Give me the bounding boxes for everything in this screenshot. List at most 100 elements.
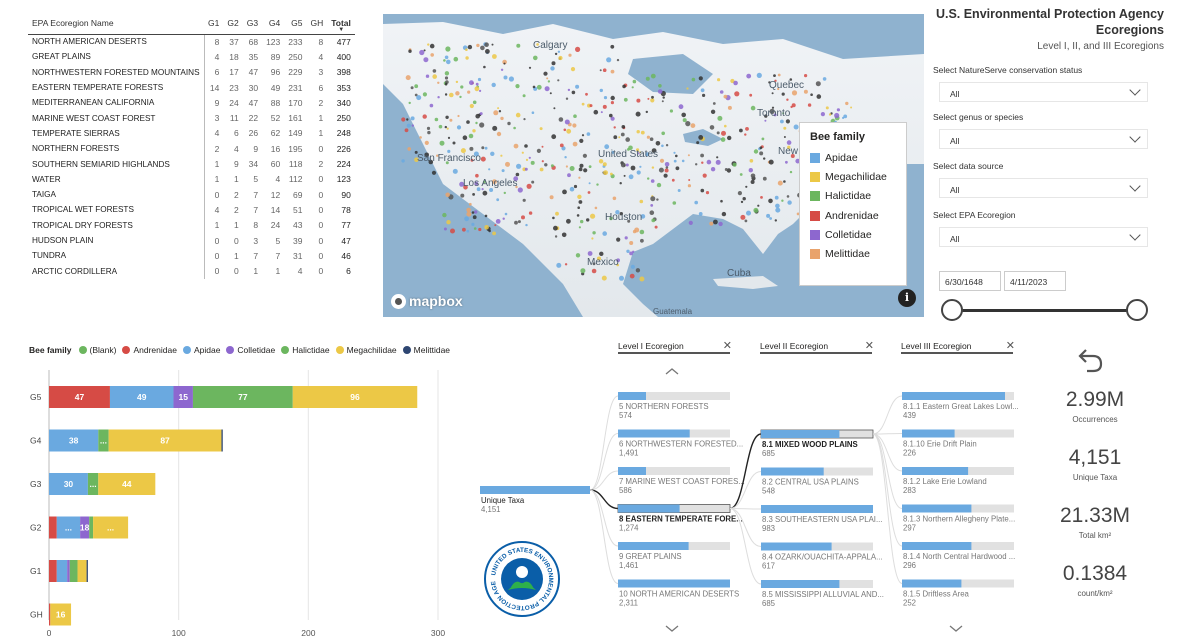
level2-node-bar[interactable] (761, 430, 840, 438)
level3-node-bar[interactable] (902, 542, 972, 550)
legend-item[interactable]: Andrenidae (122, 345, 177, 355)
bar-segment[interactable] (56, 516, 81, 539)
legend-item[interactable]: Melittidae (402, 345, 450, 355)
level1-node-bar[interactable] (618, 429, 690, 438)
map-legend-item[interactable]: Colletidae (810, 225, 896, 244)
bar-segment[interactable] (86, 560, 88, 582)
date-slider-end-handle[interactable] (1126, 299, 1148, 321)
date-end-input[interactable]: 4/11/2023 (1004, 271, 1066, 291)
filter-dropdown[interactable]: All (939, 82, 1148, 102)
level1-node-bar-bg[interactable] (618, 467, 730, 475)
level3-node-bar[interactable] (902, 392, 1005, 400)
table-row[interactable]: WATER 1 1 5 4 112 0 123 (28, 171, 355, 187)
bar-segment[interactable] (108, 429, 222, 452)
map-legend-item[interactable]: Melittidae (810, 244, 896, 263)
level2-node-bar[interactable] (761, 580, 840, 588)
col-header-g1[interactable]: G1 (204, 12, 224, 35)
level1-node-bar[interactable] (618, 504, 680, 513)
bar-segment[interactable] (87, 473, 99, 495)
legend-item[interactable]: (Blank) (78, 345, 116, 355)
col-header-name[interactable]: EPA Ecoregion Name (28, 12, 205, 35)
level3-node-bar[interactable] (902, 504, 972, 513)
bar-segment[interactable] (49, 386, 110, 408)
bar-segment[interactable] (93, 516, 129, 539)
legend-item[interactable]: Apidae (182, 345, 220, 355)
table-row[interactable]: ARCTIC CORDILLERA 0 0 1 1 4 0 6 (28, 263, 355, 279)
map-legend-item[interactable]: Andrenidae (810, 206, 896, 225)
table-row[interactable]: TAIGA 0 2 7 12 69 0 90 (28, 186, 355, 203)
scroll-up-icon[interactable] (665, 368, 679, 375)
table-row[interactable]: TEMPERATE SIERRAS 4 6 26 62 149 1 248 (28, 125, 355, 142)
level1-node-bar-bg[interactable] (618, 392, 730, 400)
col-header-total[interactable]: Total ▼ (327, 12, 355, 35)
level1-node-bar[interactable] (618, 467, 646, 475)
date-start-input[interactable]: 6/30/1648 (939, 271, 1001, 291)
scroll-down-icon[interactable] (665, 625, 679, 632)
bar-segment[interactable] (67, 560, 70, 582)
bar-segment[interactable] (98, 473, 156, 495)
level2-node-bar[interactable] (761, 505, 873, 513)
mapbox-logo[interactable]: mapbox (391, 293, 463, 309)
level1-node-bar[interactable] (618, 392, 646, 400)
bar-segment[interactable] (173, 386, 193, 408)
bar-segment[interactable] (50, 603, 72, 626)
table-row[interactable]: NORTHWESTERN FORESTED MOUNTAINS 6 17 47 96 22… (28, 64, 355, 80)
bar-segment[interactable] (221, 429, 223, 452)
filter-dropdown[interactable]: All (939, 178, 1148, 198)
filter-dropdown[interactable]: All (939, 129, 1148, 149)
map-legend-item[interactable]: Halictidae (810, 187, 896, 206)
col-header-g2[interactable]: G2 (223, 12, 243, 35)
level1-node-bar[interactable] (618, 542, 689, 550)
level2-node-bar[interactable] (761, 542, 832, 551)
bar-segment[interactable] (192, 386, 293, 408)
table-row[interactable]: HUDSON PLAIN 0 0 3 5 39 0 47 (28, 232, 355, 249)
table-row[interactable]: TUNDRA 0 1 7 7 31 0 46 (28, 248, 355, 264)
col-header-g3[interactable]: G3 (242, 12, 263, 35)
scroll-down-icon[interactable] (949, 625, 963, 632)
table-row[interactable]: TROPICAL WET FORESTS 4 2 7 14 51 0 78 (28, 202, 355, 218)
table-row[interactable]: TROPICAL DRY FORESTS 1 1 8 24 43 0 77 (28, 217, 355, 233)
bar-segment[interactable] (80, 516, 90, 539)
map-legend-item[interactable]: Megachilidae (810, 167, 896, 186)
close-icon[interactable]: ✕ (1005, 340, 1015, 352)
table-row[interactable]: SOUTHERN SEMIARID HIGHLANDS 1 9 34 60 118 2 224 (28, 156, 355, 172)
legend-item[interactable]: Megachilidae (335, 345, 397, 355)
info-icon[interactable]: i (898, 289, 916, 307)
bar-segment[interactable] (49, 560, 57, 582)
bar-segment[interactable] (69, 560, 78, 582)
map-legend-item[interactable]: Apidae (810, 148, 896, 167)
bar-segment[interactable] (89, 516, 94, 539)
col-header-gh[interactable]: GH (306, 12, 328, 35)
table-row[interactable]: MEDITERRANEAN CALIFORNIA 9 24 47 88 170 2 340 (28, 95, 355, 111)
table-row[interactable]: EASTERN TEMPERATE FORESTS 14 23 30 49 231 6 353 (28, 79, 355, 96)
table-row[interactable]: NORTHERN FORESTS 2 4 9 16 195 0 226 (28, 141, 355, 157)
col-header-g4[interactable]: G4 (262, 12, 285, 35)
level2-node-bar[interactable] (761, 467, 824, 476)
root-bar[interactable] (480, 486, 590, 494)
date-slider-start-handle[interactable] (941, 299, 963, 321)
level3-node-bar[interactable] (902, 579, 962, 588)
bar-segment[interactable] (109, 386, 174, 408)
table-row[interactable]: MARINE WEST COAST FOREST 3 11 22 52 161 1 250 (28, 110, 355, 126)
col-header-g5[interactable]: G5 (284, 12, 307, 35)
level1-node-bar[interactable] (618, 579, 730, 588)
undo-icon[interactable] (1077, 346, 1105, 374)
bar-segment[interactable] (49, 516, 57, 539)
bar-segment[interactable] (49, 429, 99, 452)
legend-item[interactable]: Colletidae (226, 345, 275, 355)
bar-segment[interactable] (292, 386, 418, 408)
bar-segment[interactable] (56, 560, 68, 582)
filter-dropdown[interactable]: All (939, 227, 1148, 247)
close-icon[interactable]: ✕ (864, 340, 874, 352)
table-row[interactable]: GREAT PLAINS 4 18 35 89 250 4 400 (28, 49, 355, 65)
level3-node-bar-bg[interactable] (902, 429, 1014, 438)
bar-segment[interactable] (77, 560, 87, 582)
level3-node-bar[interactable] (902, 429, 955, 438)
date-slider-track[interactable] (952, 309, 1137, 312)
legend-item[interactable]: Halictidae (281, 345, 330, 355)
bar-segment[interactable] (49, 603, 51, 626)
bar-segment[interactable] (49, 473, 88, 495)
level3-node-bar[interactable] (902, 467, 969, 475)
table-row[interactable]: NORTH AMERICAN DESERTS 8 37 68 123 233 8 477 (28, 34, 355, 50)
close-icon[interactable]: ✕ (722, 340, 732, 352)
